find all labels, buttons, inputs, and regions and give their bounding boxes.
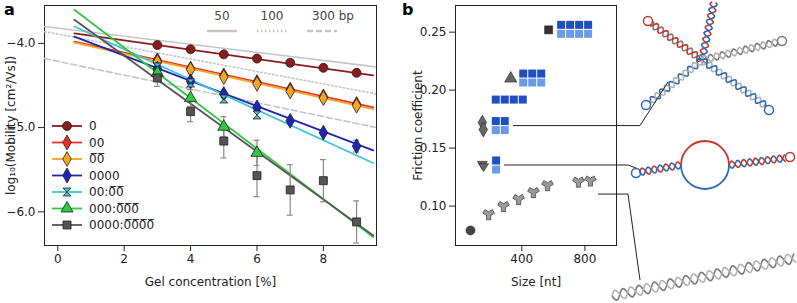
svg-text:300 bp: 300 bp [312,9,354,23]
svg-text:6: 6 [253,252,261,266]
svg-text:0.25: 0.25 [420,25,447,39]
svg-text:−6.0: −6.0 [6,205,35,219]
svg-text:400: 400 [510,252,533,266]
svg-text:0.20: 0.20 [419,83,447,97]
svg-text:2: 2 [120,252,128,266]
svg-text:Friction coefficient: Friction coefficient [411,70,425,181]
svg-text:0.10: 0.10 [420,199,447,213]
svg-text:Size [nt]: Size [nt] [511,275,561,289]
svg-text:0̅0̅: 0̅0̅ [89,152,105,166]
html-text:a: a [4,0,15,19]
svg-text:4: 4 [187,252,195,266]
svg-text:0: 0 [54,252,62,266]
svg-text:−4.0: −4.0 [6,36,35,50]
svg-text:00:0̅0̅: 00:0̅0̅ [89,185,125,199]
svg-text:000:0̅0̅0̅: 000:0̅0̅0̅ [89,202,140,216]
svg-text:0000: 0000 [89,169,120,183]
svg-text:log₁₀(Mobility [cm²/Vs]): log₁₀(Mobility [cm²/Vs]) [4,56,18,195]
svg-text:−5.0: −5.0 [6,120,36,135]
svg-text:0: 0 [89,119,97,133]
svg-text:100: 100 [261,9,284,23]
html-text:b: b [402,0,414,19]
svg-text:0.15: 0.15 [419,140,447,155]
svg-text:800: 800 [573,252,596,266]
svg-text:Gel concentration [%]: Gel concentration [%] [145,275,277,289]
svg-text:8: 8 [320,252,328,266]
svg-text:0000:0̅0̅0̅0̅: 0000:0̅0̅0̅0̅ [89,218,155,232]
svg-text:50: 50 [214,9,229,23]
svg-text:00: 00 [89,136,104,150]
